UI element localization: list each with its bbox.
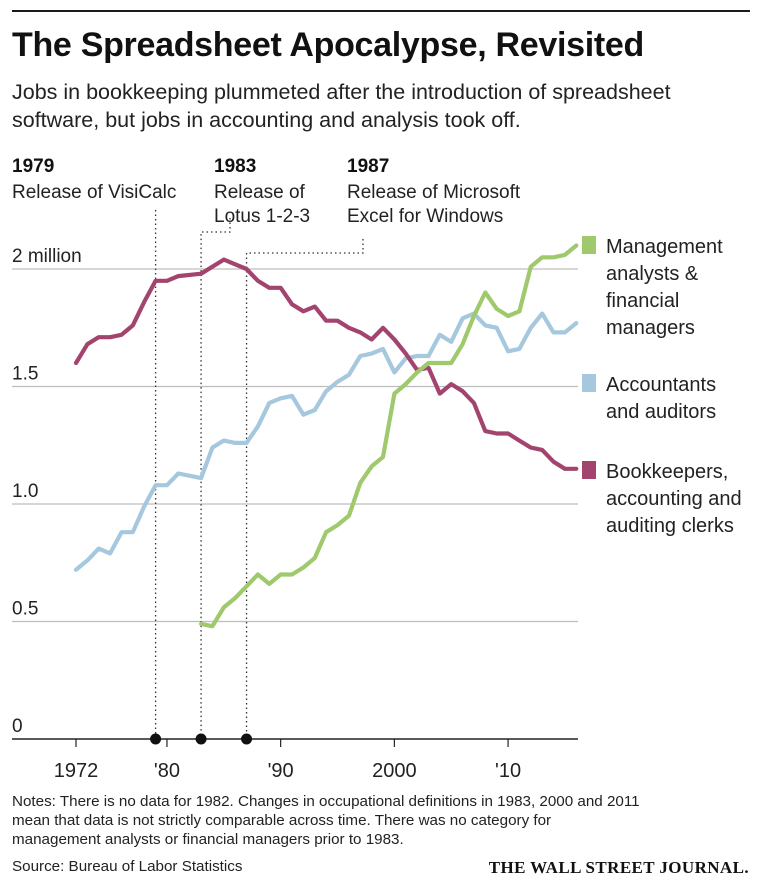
annotation-marker [150,733,162,745]
annotation-text: Release of Microsoft [347,182,521,203]
y-tick-label: 2 million [12,246,82,267]
annotation-text: Release of VisiCalc [12,182,176,203]
legend-swatch [582,236,596,254]
legend-swatch [582,461,596,479]
x-tick-label: '80 [154,760,180,782]
line-chart: 0 0.5 1.0 1.5 2 million 1972 '80 '90 2000 '10 1979… [12,156,742,782]
annotation-leader [245,239,364,739]
y-tick-label: 1.5 [12,364,38,385]
x-tick-label: 2000 [372,760,417,782]
legend-label: analysts & [606,263,699,285]
chart-source: Source: Bureau of Labor Statistics [12,858,243,875]
x-tick-label: '10 [495,760,521,782]
annotation-year: 1987 [347,156,389,177]
legend-label: financial [606,290,679,312]
y-tick-label: 1.0 [12,481,38,502]
legend-label: Bookkeepers, [606,461,728,483]
series-line [73,311,579,572]
x-tick-label: '90 [268,760,294,782]
legend-label: Accountants [606,374,716,396]
legend-label: managers [606,317,695,339]
notes-line: Notes: There is no data for 1982. Change… [12,793,640,810]
chart-subtitle: Jobs in bookkeeping plummeted after the … [12,80,671,132]
annotation-year: 1983 [214,156,256,177]
legend-label: and auditors [606,401,716,423]
series-line [199,243,579,629]
legend-label: accounting and [606,488,742,510]
legend-swatch [582,374,596,392]
notes-line: management analysts or financial manager… [12,831,404,848]
y-tick-label: 0 [12,716,23,737]
annotation-text: Release of [214,182,306,203]
top-rule [12,10,750,12]
annotation-text: Excel for Windows [347,206,503,227]
x-tick-label: 1972 [54,760,99,782]
series-line [73,257,579,471]
annotation-text: Lotus 1-2-3 [214,206,310,227]
annotation-year: 1979 [12,156,54,177]
y-tick-label: 0.5 [12,599,38,620]
chart-notes: Notes: There is no data for 1982. Change… [12,792,640,849]
annotation-marker [195,733,207,745]
annotation-leader [200,218,231,739]
notes-line: mean that data is not strictly comparabl… [12,812,552,829]
chart-title: The Spreadsheet Apocalypse, Revisited [12,26,644,64]
legend-label: auditing clerks [606,515,734,537]
publisher-logo: THE WALL STREET JOURNAL. [488,858,749,877]
annotation-marker [241,733,253,745]
legend-label: Management [606,236,723,258]
